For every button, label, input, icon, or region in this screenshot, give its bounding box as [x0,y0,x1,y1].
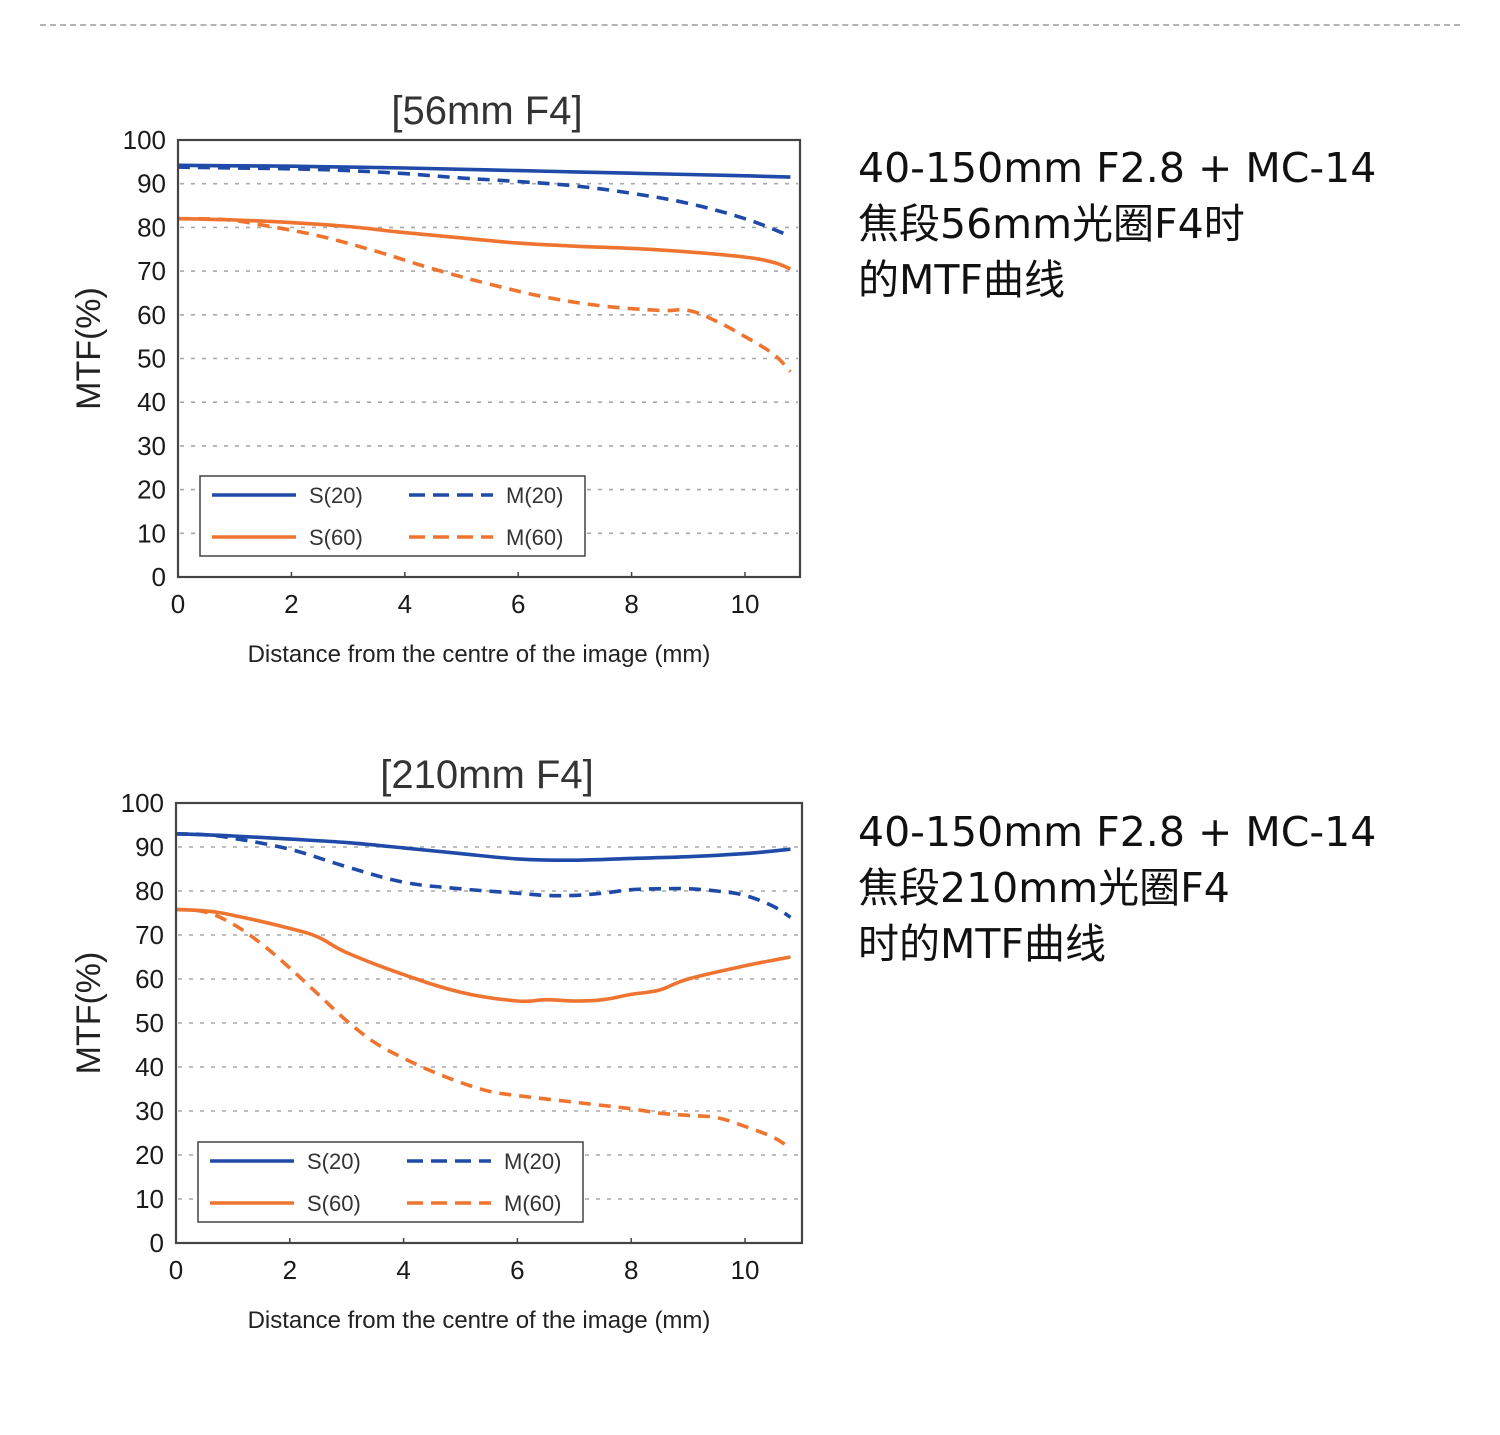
caption-line: 的MTF曲线 [858,256,1066,304]
x-tick-label: 4 [398,589,412,619]
y-tick-label: 10 [137,518,166,548]
plot-frame [174,801,804,1245]
y-tick-label: 30 [137,431,166,461]
legend: S(20) M(20) S(60) M(60) [197,1141,584,1223]
y-tick-label: 70 [137,256,166,286]
x-axis-label: Distance from the centre of the image (m… [248,641,711,668]
x-tick-label: 0 [171,589,185,619]
y-tick-label: 100 [121,788,164,818]
y-tick-label: 50 [137,344,166,374]
plot-frame [176,138,802,579]
legend-label: S(20) [307,1149,361,1174]
caption-56mm: 40-150mm F2.8 + MC-14 焦段56mm光圈F4时 的MTF曲线 [858,140,1376,308]
caption-line: 时的MTF曲线 [858,920,1107,968]
x-tick-label: 0 [169,1255,183,1285]
caption-line: 40-150mm F2.8 + MC-14 [858,144,1377,192]
x-tick-label: 8 [624,589,638,619]
legend-label: S(60) [307,1191,361,1216]
x-tick-label: 2 [284,589,298,619]
y-tick-label: 20 [135,1140,164,1170]
y-tick-label: 80 [135,876,164,906]
x-tick-label: 6 [510,1255,524,1285]
y-tick-label: 0 [152,562,166,592]
y-axis-label: MTF(%) [70,287,108,410]
series-line-m60 [177,216,792,373]
x-tick-label: 10 [731,1255,760,1285]
y-tick-label: 60 [135,964,164,994]
legend-box [199,475,586,557]
y-axis-label: MTF(%) [70,952,108,1075]
chart-title: [56mm F4] [391,89,582,133]
y-tick-label: 10 [135,1184,164,1214]
series-line-s20 [175,832,791,863]
y-tick-label: 90 [137,169,166,199]
caption-line: 焦段56mm光圈F4时 [858,200,1245,248]
caption-line: 焦段210mm光圈F4 [858,864,1230,912]
series-line-m20 [175,832,792,919]
legend-label: M(20) [504,1149,561,1174]
x-tick-label: 4 [396,1255,410,1285]
y-tick-label: 0 [150,1228,164,1258]
x-tick-label: 8 [624,1255,638,1285]
series-line-s60 [175,907,791,1004]
legend-label: M(20) [506,483,563,508]
x-tick-label: 6 [511,589,525,619]
legend-label: S(20) [309,483,363,508]
chart-title: [210mm F4] [380,753,593,797]
y-tick-label: 80 [137,212,166,242]
y-tick-label: 40 [137,387,166,417]
series-line-s20 [177,163,791,179]
legend-label: M(60) [506,525,563,550]
x-tick-label: 10 [731,589,760,619]
y-tick-label: 60 [137,300,166,330]
legend: S(20) M(20) S(60) M(60) [199,475,586,557]
legend-label: M(60) [504,1191,561,1216]
legend-box [197,1141,584,1223]
top-dashed-divider [40,24,1460,26]
y-tick-label: 20 [137,475,166,505]
y-tick-label: 100 [123,125,166,155]
x-axis-label: Distance from the centre of the image (m… [248,1307,711,1334]
y-tick-label: 40 [135,1052,164,1082]
series-line-m60 [175,907,792,1150]
y-tick-label: 50 [135,1008,164,1038]
y-tick-label: 90 [135,832,164,862]
caption-line: 40-150mm F2.8 + MC-14 [858,808,1377,856]
x-tick-label: 2 [283,1255,297,1285]
y-tick-label: 70 [135,920,164,950]
legend-label: S(60) [309,525,363,550]
caption-210mm: 40-150mm F2.8 + MC-14 焦段210mm光圈F4 时的MTF曲… [858,804,1376,972]
series-line-s60 [177,216,792,271]
series-line-m20 [177,165,792,238]
y-tick-label: 30 [135,1096,164,1126]
